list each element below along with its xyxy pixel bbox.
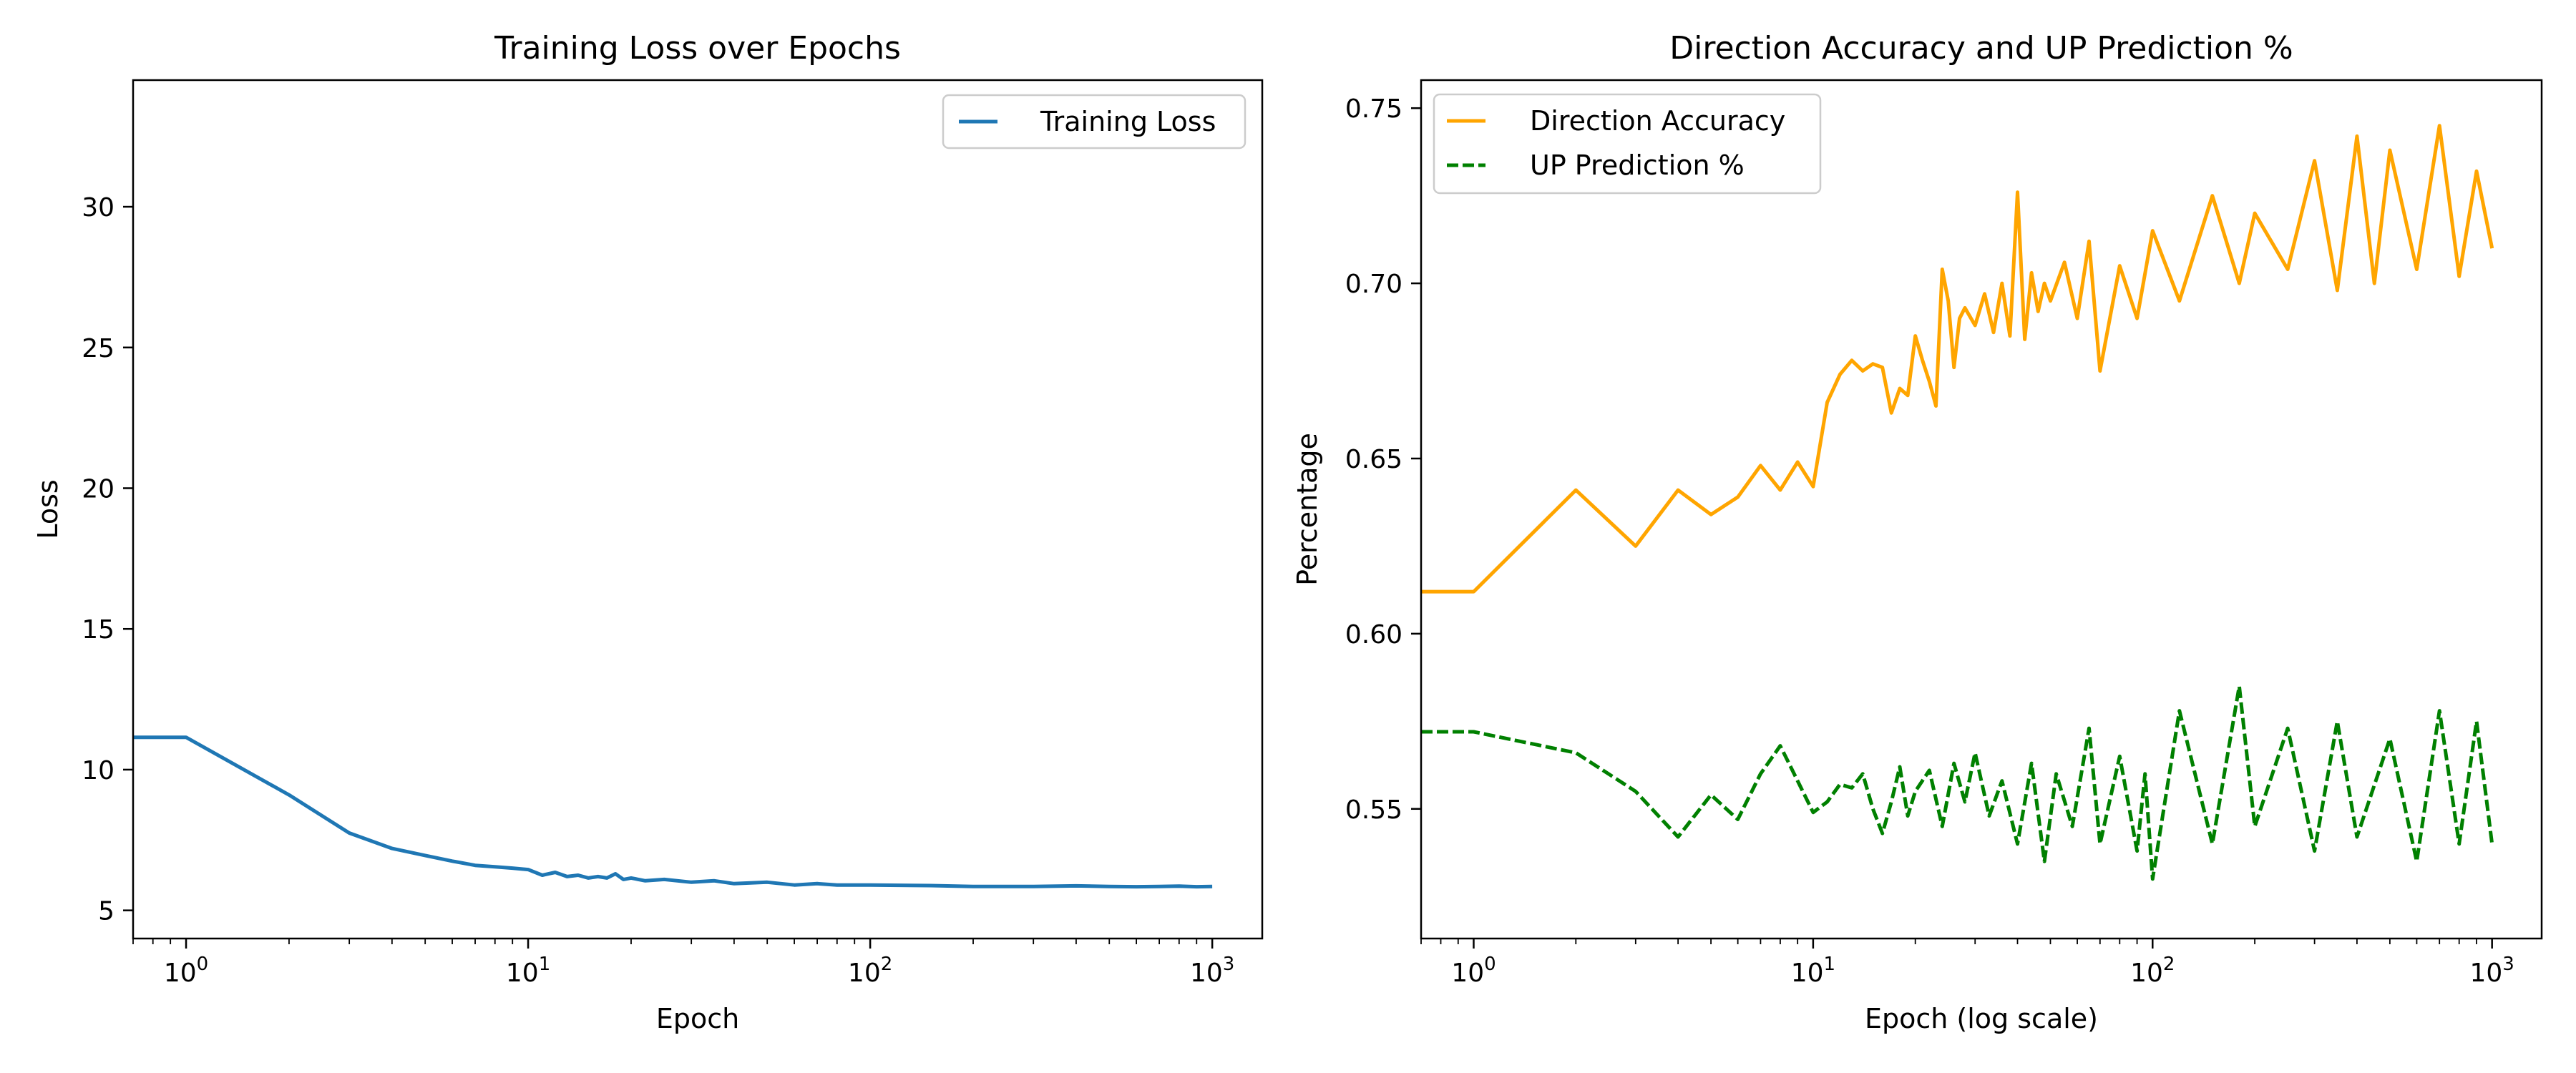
series-line-0 [133, 735, 1213, 889]
plot-area [1421, 124, 2494, 881]
direction-accuracy-chart: Direction Accuracy and UP Prediction % 1… [1292, 30, 2543, 1034]
y-tick-label: 0.75 [1345, 94, 1402, 124]
legend: Direction Accuracy UP Prediction % [1433, 93, 1822, 195]
chart-title: Training Loss over Epochs [494, 30, 901, 67]
plot-area [133, 735, 1213, 889]
y-axis-ticks: 5 10 15 20 25 30 [82, 193, 133, 926]
legend-label-direction-accuracy: Direction Accuracy [1530, 105, 1785, 137]
x-tick-label: 101 [506, 954, 550, 988]
y-axis-label: Percentage [1292, 433, 1323, 586]
series-line-1 [1421, 684, 2494, 881]
x-tick-label: 100 [164, 954, 208, 988]
x-tick-label: 103 [1190, 954, 1234, 988]
y-tick-label: 0.70 [1345, 270, 1402, 299]
x-tick-label: 101 [1791, 954, 1835, 988]
x-tick-label: 102 [2130, 954, 2175, 988]
legend-label-training-loss: Training Loss [1040, 106, 1216, 137]
y-tick-label: 10 [82, 756, 114, 785]
x-axis-label: Epoch (log scale) [1865, 1003, 2098, 1034]
x-tick-label: 103 [2469, 954, 2514, 988]
y-tick-label: 5 [98, 897, 114, 926]
legend: Training Loss [942, 94, 1246, 150]
legend-box [1433, 93, 1822, 195]
y-tick-label: 0.65 [1345, 445, 1402, 474]
series-line-0 [1421, 124, 2494, 594]
plot-frame [132, 79, 1264, 940]
y-tick-label: 0.60 [1345, 620, 1402, 650]
training-loss-chart: Training Loss over Epochs 100 101 102 103 5… [32, 30, 1264, 1034]
y-axis-ticks: 0.55 0.60 0.65 0.70 0.75 [1345, 94, 1421, 825]
x-axis-ticks: 100 101 102 103 [1420, 939, 2514, 988]
x-axis-ticks: 100 101 102 103 [132, 939, 1234, 988]
plot-frame [1420, 79, 2543, 940]
y-tick-label: 20 [82, 474, 114, 504]
y-tick-label: 0.55 [1345, 795, 1402, 825]
legend-label-up-prediction: UP Prediction % [1530, 150, 1745, 181]
legend-box [942, 94, 1246, 150]
x-tick-label: 102 [848, 954, 892, 988]
x-axis-label: Epoch [656, 1003, 739, 1034]
y-tick-label: 25 [82, 334, 114, 363]
y-axis-label: Loss [32, 479, 64, 539]
x-tick-label: 100 [1451, 954, 1496, 988]
y-tick-label: 30 [82, 193, 114, 222]
y-tick-label: 15 [82, 615, 114, 645]
chart-title: Direction Accuracy and UP Prediction % [1669, 30, 2293, 67]
